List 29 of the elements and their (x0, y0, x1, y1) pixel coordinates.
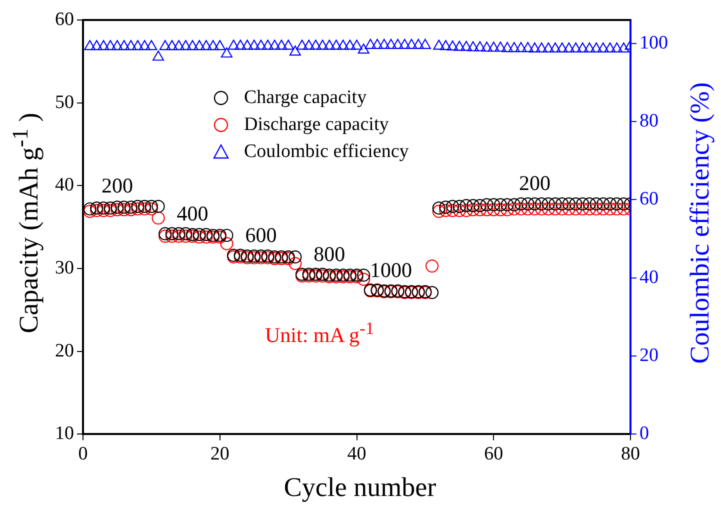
legend-label: Charge capacity (244, 86, 367, 110)
annotation: 600 (245, 222, 277, 247)
y-tick-label: 50 (55, 92, 74, 113)
annotation: 400 (176, 201, 208, 226)
y2-tick-label: 0 (640, 423, 649, 444)
y-tick-label: 10 (55, 423, 74, 444)
x-tick-label: 20 (210, 444, 230, 465)
legend-label: Coulombic efficiency (244, 140, 409, 164)
y2-axis-title: Coulombic efficiency (%) (684, 82, 716, 364)
x-tick-label: 40 (347, 444, 366, 465)
y-tick-label: 60 (55, 8, 74, 30)
y-tick-label: 30 (55, 258, 74, 279)
x-tick-label: 60 (484, 444, 504, 465)
annotation: 200 (518, 170, 550, 195)
y2-tick-label: 40 (640, 266, 658, 288)
x-axis-title: Cycle number (284, 472, 436, 503)
y2-tick-label: 100 (640, 32, 668, 54)
y-tick-label: 40 (55, 174, 74, 196)
annotation: 800 (314, 242, 346, 266)
x-tick-label: 80 (621, 444, 640, 465)
y-tick-label: 20 (55, 340, 74, 362)
annotation: 200 (101, 173, 133, 198)
x-tick-label: 0 (78, 444, 88, 465)
annotation: Unit: mA g$^{-1}$ (265, 318, 374, 348)
y2-tick-label: 60 (640, 188, 658, 210)
y2-tick-label: 20 (640, 345, 658, 366)
annotation: 1000 (370, 258, 412, 282)
y2-tick-label: 80 (640, 110, 658, 132)
legend-label: Discharge capacity (244, 113, 389, 137)
